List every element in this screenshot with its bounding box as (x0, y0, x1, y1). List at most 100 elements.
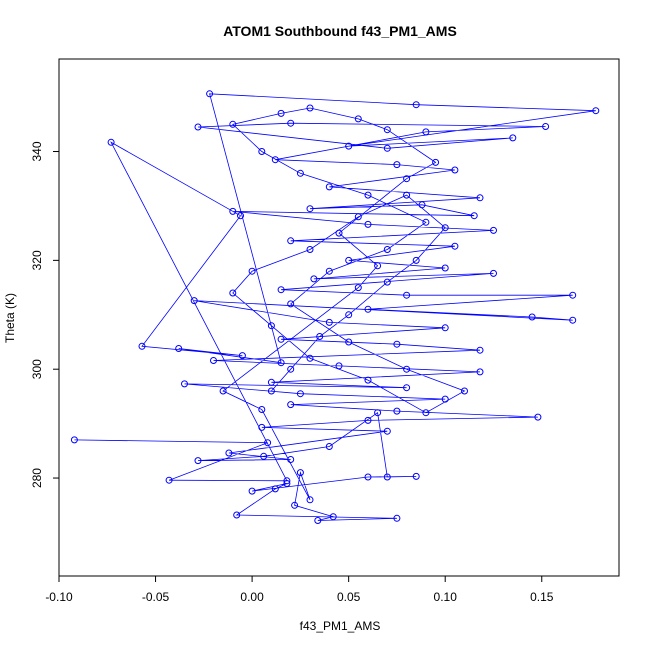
data-point (264, 439, 272, 447)
data-point (364, 376, 372, 384)
data-point (461, 387, 468, 395)
data-point (260, 452, 268, 460)
data-point (476, 368, 484, 376)
data-point (470, 212, 478, 220)
data-point (225, 449, 233, 457)
y-axis-label: Theta (K) (3, 293, 17, 343)
data-point (383, 278, 391, 286)
x-axis-label: f43_PM1_AMS (300, 619, 381, 633)
data-point (248, 267, 256, 275)
data-point (441, 224, 449, 232)
data-point (412, 101, 420, 109)
data-point (335, 229, 343, 237)
data-point (291, 501, 299, 509)
data-point (441, 395, 449, 403)
data-point (364, 220, 372, 228)
data-point (451, 166, 459, 174)
data-point (509, 134, 517, 142)
x-tick-label: -0.05 (142, 590, 170, 604)
data-point (451, 242, 459, 250)
data-point (190, 297, 198, 305)
data-point (490, 226, 497, 234)
data-point (287, 456, 295, 463)
data-point (403, 291, 411, 299)
data-point (325, 443, 333, 450)
data-point (364, 305, 372, 313)
data-point (229, 207, 237, 215)
data-point (325, 318, 333, 326)
data-point (283, 477, 291, 485)
data-point (569, 316, 577, 324)
data-point (412, 472, 420, 480)
data-point (310, 275, 318, 283)
data-point (306, 496, 314, 504)
x-tick-label: 0.10 (434, 590, 458, 604)
data-point (422, 218, 430, 226)
data-point (181, 380, 188, 388)
data-point (237, 212, 244, 220)
data-point (306, 354, 314, 362)
data-point (296, 469, 304, 477)
data-point (277, 335, 285, 343)
data-point (345, 256, 353, 264)
data-point (238, 352, 246, 360)
data-point (267, 378, 275, 386)
data-point (354, 115, 362, 123)
data-point (374, 409, 382, 417)
data-point (393, 340, 401, 348)
data-point (345, 338, 353, 346)
data-point (325, 183, 333, 191)
data-point (277, 286, 285, 294)
data-point (258, 423, 266, 431)
data-point (329, 513, 337, 521)
data-point (233, 511, 241, 519)
plot-frame (58, 58, 620, 577)
data-point (364, 416, 372, 424)
data-point (383, 144, 391, 152)
data-point (287, 300, 295, 308)
data-point (345, 142, 353, 150)
data-point (271, 485, 279, 493)
data-point (412, 256, 420, 264)
data-point (528, 313, 536, 321)
data-point (325, 267, 333, 275)
data-point (165, 476, 173, 484)
data-point (107, 138, 115, 146)
data-point (403, 175, 411, 183)
data-point (316, 333, 324, 340)
data-point (306, 205, 314, 213)
data-point (345, 311, 353, 319)
data-point (314, 517, 322, 524)
y-tick-label: 340 (30, 141, 44, 161)
data-point (267, 387, 275, 395)
data-point (592, 107, 600, 115)
data-point (422, 128, 430, 136)
data-point (296, 390, 304, 398)
data-point (248, 487, 256, 495)
x-tick-label: 0.15 (530, 590, 554, 604)
data-point (70, 436, 78, 444)
data-point (393, 407, 401, 415)
data-point (219, 387, 227, 395)
data-point (393, 161, 401, 169)
data-point (335, 362, 343, 370)
data-point (383, 427, 391, 435)
data-point (206, 90, 214, 98)
data-point (403, 384, 411, 392)
data-point (364, 473, 372, 481)
data-point (287, 401, 295, 409)
data-point (476, 346, 484, 354)
data-point (267, 322, 275, 330)
axis-ticks: -0.10 -0.05 0.00 0.05 0.10 0.15 280 300 320 340 (30, 141, 554, 604)
data-point (542, 123, 550, 130)
data-point (403, 365, 411, 373)
data-point (403, 191, 411, 199)
x-tick-label: 0.00 (240, 590, 264, 604)
data-point (287, 119, 295, 127)
data-point (441, 324, 449, 332)
data-point (306, 104, 314, 112)
data-point (258, 148, 266, 155)
data-point (383, 473, 391, 481)
data-point (383, 246, 391, 253)
